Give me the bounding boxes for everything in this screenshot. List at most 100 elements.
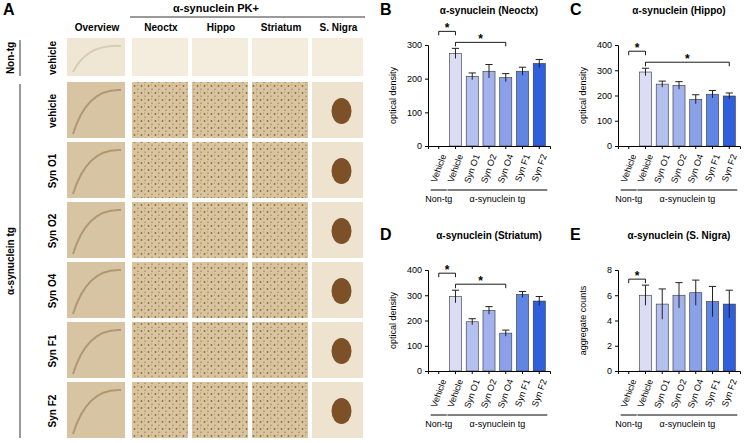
aggregate [332,98,352,124]
group-label: α-synuclein tg [5,227,16,295]
chart-title: α-synuclein (Hippo) [632,5,725,16]
group-rule [431,190,447,191]
group-label: α-synuclein tg [470,419,526,429]
y-tick-label: 0 [417,141,422,151]
y-tick-label: 200 [407,316,422,326]
panel-a: Aα-synuclein PK+OverviewNeoctxHippoStria… [3,1,365,438]
micrograph [192,322,248,378]
error-bar [675,283,682,308]
panel-label: B [380,1,392,18]
bar [466,322,478,371]
y-axis: 0100200300 [407,40,429,151]
chart-panel: Cα-synuclein (Hippo)0100200300400optical… [570,1,741,204]
error-stem [539,59,540,67]
y-axis-line [425,46,429,147]
x-tick-mark [539,146,540,149]
error-stem [455,48,456,58]
micrograph [67,82,125,138]
micrograph [252,382,308,438]
micrograph [312,142,363,198]
bar [533,301,545,371]
x-tick: Vehicle [619,146,638,184]
micrograph [132,322,188,378]
error-bar [726,93,733,99]
x-tick-mark [662,371,663,374]
error-stem [505,74,506,82]
bar [483,71,495,146]
y-tick-mark [425,371,428,372]
panel-label: D [380,226,392,243]
micrograph [132,202,188,258]
error-cap [692,94,699,95]
bar [433,146,445,147]
error-stem [505,330,506,336]
error-cap [709,90,716,91]
micrograph [132,38,188,76]
row-label: vehicle [47,41,58,75]
y-tick-label: 4 [607,316,612,326]
bar [483,310,495,371]
error-bar [502,74,509,82]
tissue-outline [73,210,121,254]
y-axis-title: optical density [388,291,398,349]
column-header: Striatum [261,22,302,33]
micrograph [132,382,188,438]
micrograph [312,82,363,138]
y-tick-mark [615,346,618,347]
bar [690,99,702,146]
y-tick-mark [425,45,428,46]
chart-panel: Dα-synuclein (Striatum)0100200300400opti… [380,226,551,429]
group-label: α-synuclein tg [470,194,526,204]
column-header: S. Nigra [320,22,358,33]
chart-panel: Eα-synuclein (S. Nigra)02468aggregate co… [570,226,741,429]
figure: Aα-synuclein PK+OverviewNeoctxHippoStria… [0,0,750,443]
y-tick: 300 [407,291,428,301]
micrograph [312,322,363,378]
y-tick-mark [615,295,618,296]
y-tick-mark [615,121,618,122]
x-tick-mark [455,371,456,374]
bar [639,295,651,371]
error-cap [659,81,666,82]
y-tick-label: 100 [407,108,422,118]
x-tick-mark [472,146,473,149]
tissue-outline [73,270,121,314]
y-axis-line [615,46,619,147]
error-bar [485,307,492,315]
error-cap [519,67,526,68]
x-tick-label: Syn F2 [720,153,739,183]
x-tick: Vehicle [636,371,655,409]
error-bar [519,291,526,297]
error-stem [679,82,680,90]
x-tick: Vehicle [446,371,465,409]
y-axis-title: aggregate counts [578,285,588,355]
x-tick-mark [455,146,456,149]
error-bar [536,297,543,306]
error-cap [726,92,733,93]
y-tick-mark [425,79,428,80]
error-bar [659,289,666,319]
error-cap [469,72,476,73]
aggregate [332,218,352,244]
x-tick: Vehicle [636,146,655,184]
y-tick-label: 300 [407,291,422,301]
x-axis-line [619,147,741,150]
tissue-outline [73,150,121,194]
micrograph [67,382,125,438]
x-tick-mark [712,146,713,149]
row-label: Syn F1 [47,334,58,367]
error-bar [675,82,682,90]
x-tick-mark [645,371,646,374]
error-bar [709,90,716,98]
group-rule [447,190,547,191]
group-label: Non-tg [615,194,642,204]
title-rule [130,17,365,18]
micrograph [252,322,308,378]
y-tick-label: 0 [607,366,612,376]
bar [500,333,512,371]
micrograph [192,262,248,318]
group-label: Non-tg [615,419,642,429]
bar [723,96,735,146]
x-tick-mark [472,371,473,374]
micrograph [312,202,363,258]
